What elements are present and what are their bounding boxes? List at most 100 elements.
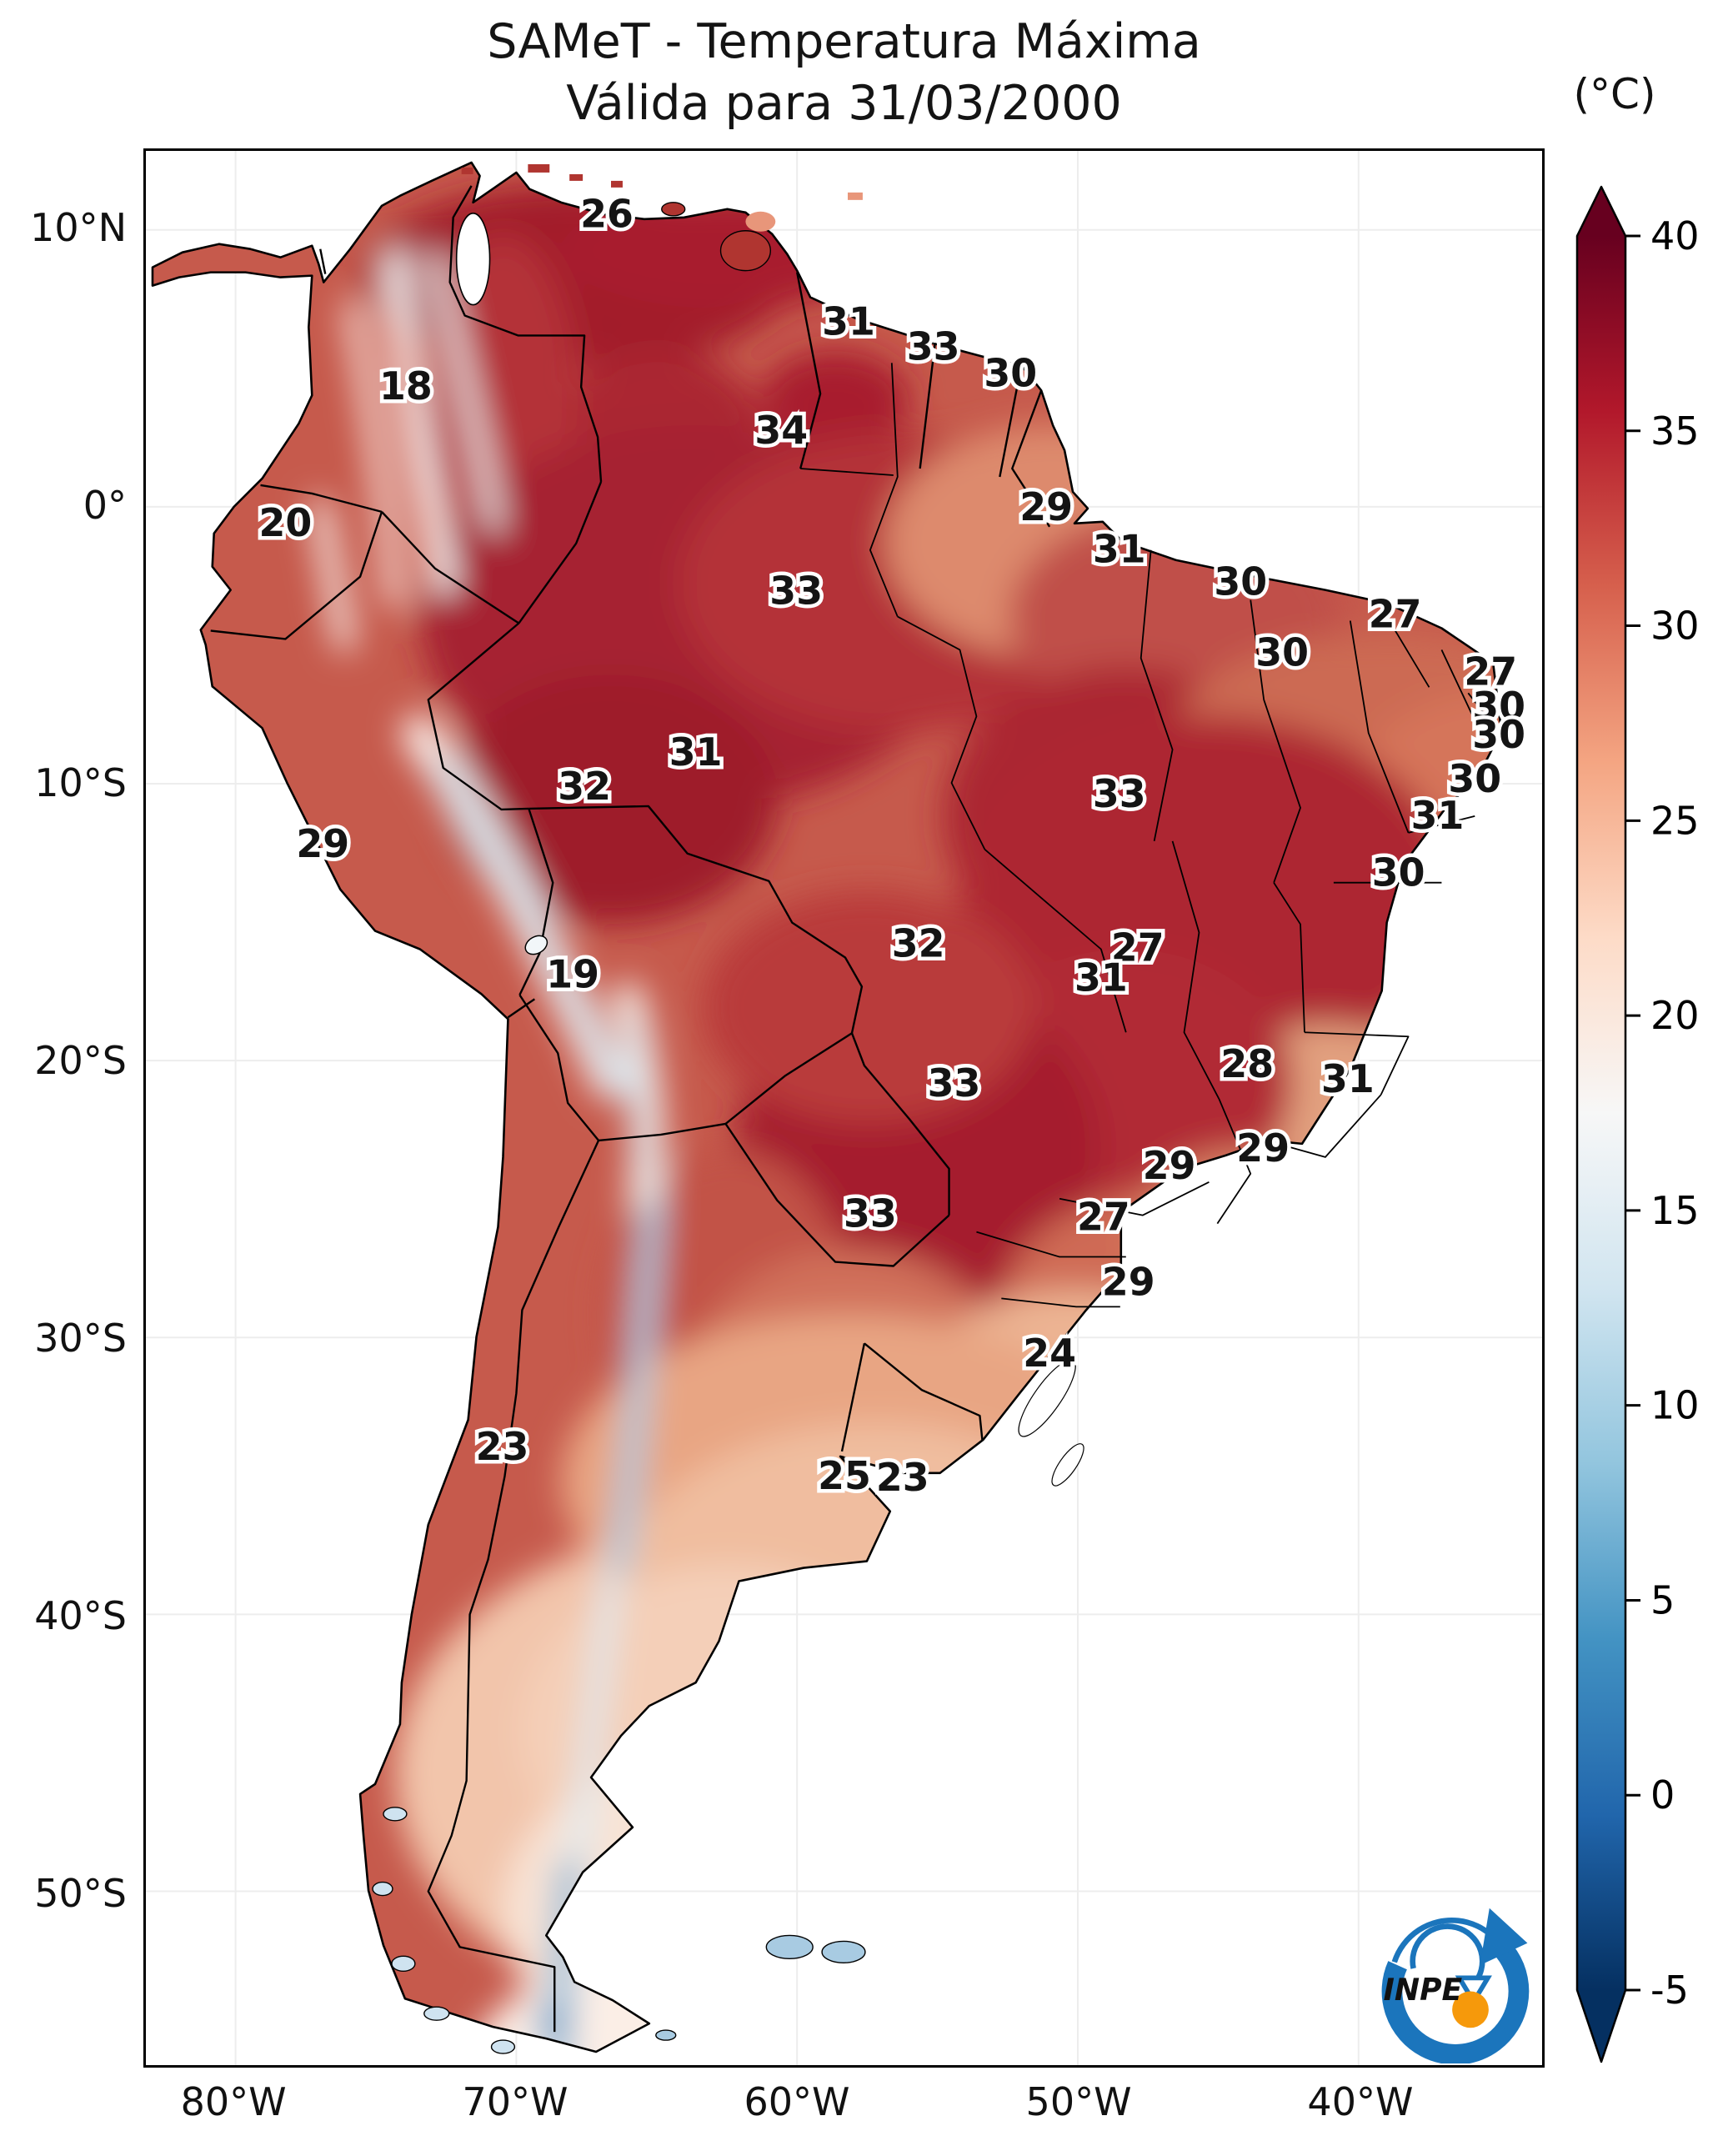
temperature-value-label: 33 bbox=[928, 1060, 981, 1106]
country-borders bbox=[210, 185, 1051, 2033]
lat-tick-label: 30°S bbox=[34, 1316, 127, 1361]
temperature-value-label: 23 bbox=[476, 1424, 529, 1469]
lagoa-dos-patos bbox=[1018, 1359, 1076, 1437]
lon-tick-label: 50°W bbox=[1025, 2079, 1132, 2124]
temperature-value-label: 33 bbox=[769, 569, 823, 614]
colorbar-tick-label: 30 bbox=[1650, 604, 1700, 649]
temperature-value-label: 30 bbox=[984, 350, 1037, 395]
islands bbox=[372, 163, 866, 2054]
caribbean-islet bbox=[611, 180, 623, 188]
temperature-value-label: 31 bbox=[1321, 1056, 1375, 1101]
temperature-value-label: 30 bbox=[1472, 684, 1525, 729]
lat-tick-label: 20°S bbox=[34, 1037, 127, 1083]
colorbar-tick-label: 15 bbox=[1650, 1188, 1700, 1233]
temperature-value-label: 26 bbox=[580, 192, 634, 237]
temperature-value-label: 30 bbox=[1372, 850, 1425, 895]
falkland-east bbox=[821, 1940, 866, 1964]
temperature-value-label: 29 bbox=[296, 821, 349, 866]
inpe-logo-text: INPE bbox=[1384, 1973, 1463, 2008]
colorbar-body bbox=[1575, 185, 1627, 2063]
inpe-logo-swoosh bbox=[1381, 1931, 1530, 2063]
state-borders bbox=[800, 363, 1513, 1308]
tobago-shelf bbox=[745, 211, 776, 232]
colorbar-tick-label: 25 bbox=[1650, 798, 1700, 843]
temperature-value-label: 31 bbox=[669, 730, 723, 775]
colorbar-tick-label: -5 bbox=[1650, 1968, 1689, 2013]
lat-tick-label: 10°S bbox=[34, 760, 127, 806]
caribbean-islet bbox=[847, 192, 863, 200]
temperature-value-label: 25 bbox=[818, 1453, 871, 1498]
inpe-logo-down-arrow bbox=[1455, 1975, 1492, 2007]
temperature-value-label: 31 bbox=[1074, 955, 1128, 1000]
lon-tick-label: 80°W bbox=[180, 2079, 287, 2124]
caribbean-islet bbox=[461, 167, 473, 174]
temperature-value-label: 33 bbox=[907, 323, 960, 369]
lake-titicaca bbox=[524, 935, 548, 955]
lon-tick-label: 70°W bbox=[462, 2079, 568, 2124]
lat-tick-label: 50°S bbox=[34, 1870, 127, 1916]
inpe-logo-orange-dot bbox=[1452, 1991, 1489, 2028]
colorbar-tick-label: 35 bbox=[1650, 409, 1700, 454]
temperature-raster bbox=[152, 162, 1502, 2053]
temperature-colorbar: 40 35 30 25 20 15 10 5 0 -5 bbox=[1575, 185, 1700, 2063]
temperature-value-label: 27 bbox=[1077, 1195, 1130, 1240]
lat-tick-label: 0° bbox=[83, 482, 127, 528]
temperature-value-label: 29 bbox=[1143, 1143, 1196, 1188]
inpe-logo: INPE bbox=[1381, 1908, 1530, 2063]
colorbar-tick-label: 0 bbox=[1650, 1772, 1675, 1818]
figure-subtitle-date: Válida para 31/03/2000 bbox=[566, 76, 1122, 131]
fjord-islet bbox=[372, 1881, 393, 1897]
falkland-west bbox=[765, 1934, 814, 1960]
lat-tick-label: 10°N bbox=[30, 205, 127, 251]
temperature-value-label: 23 bbox=[876, 1455, 929, 1500]
south-america-coastline bbox=[151, 161, 1503, 2053]
temperature-value-label: 18 bbox=[379, 364, 433, 409]
inpe-logo-swirl-inner bbox=[1410, 1923, 1485, 1987]
trinidad-island bbox=[719, 230, 772, 272]
temperature-value-label: 28 bbox=[1220, 1041, 1274, 1086]
lakes bbox=[455, 213, 1084, 1487]
temperature-value-label: 20 bbox=[259, 500, 313, 545]
fjord-islet bbox=[423, 2006, 450, 2021]
temperature-value-label: 31 bbox=[1411, 793, 1465, 838]
temperature-value-label: 32 bbox=[558, 764, 611, 809]
colorbar-tick-label: 5 bbox=[1650, 1577, 1675, 1622]
temperature-value-label: 27 bbox=[1111, 925, 1165, 970]
temperature-value-label: 19 bbox=[546, 951, 599, 996]
lat-tick-label: 40°S bbox=[34, 1592, 127, 1638]
temperature-value-label: 30 bbox=[1472, 712, 1525, 757]
figure-title: SAMeT - Temperatura Máxima bbox=[487, 14, 1201, 69]
temperature-value-label: 33 bbox=[1093, 771, 1146, 816]
temperature-value-label: 30 bbox=[1214, 559, 1267, 604]
colorbar-tick-label: 10 bbox=[1650, 1383, 1700, 1428]
margarita-island bbox=[661, 202, 686, 217]
temperature-value-label: 30 bbox=[1255, 629, 1309, 674]
temperature-value-label: 29 bbox=[1019, 484, 1073, 529]
inpe-logo-arrowhead bbox=[1480, 1908, 1528, 1966]
colorbar-tick-label: 20 bbox=[1650, 993, 1700, 1038]
temperature-value-label: 29 bbox=[1236, 1126, 1290, 1171]
temperature-value-label: 32 bbox=[892, 920, 945, 965]
lagoa-mirim bbox=[1051, 1443, 1084, 1487]
temperature-value-label: 34 bbox=[754, 408, 808, 453]
temperature-value-label: 29 bbox=[1102, 1259, 1155, 1304]
temperature-value-label: 30 bbox=[1448, 756, 1501, 801]
temperature-value-label: 24 bbox=[1023, 1331, 1076, 1376]
caribbean-islet bbox=[569, 173, 584, 181]
staten-islet bbox=[655, 2029, 677, 2041]
lake-maracaibo bbox=[455, 213, 491, 306]
colorbar-unit-label: (°C) bbox=[1573, 70, 1656, 118]
fjord-islet bbox=[391, 1955, 416, 1972]
caribbean-islet bbox=[528, 163, 550, 173]
map-plot-area: 26 18 31 33 30 34 20 29 31 33 30 27 30 27 30 30 31 30 32 33… bbox=[143, 148, 1545, 2068]
fjord-islet bbox=[490, 2039, 516, 2054]
colorbar-ticks: 40 35 30 25 20 15 10 5 0 -5 bbox=[1625, 213, 1700, 2013]
temperature-value-label: 31 bbox=[1093, 527, 1146, 572]
lon-tick-label: 40°W bbox=[1307, 2079, 1414, 2124]
colorbar-tick-label: 40 bbox=[1650, 213, 1700, 258]
temperature-value-label: 27 bbox=[1369, 591, 1422, 636]
fjord-islet bbox=[383, 1807, 408, 1822]
